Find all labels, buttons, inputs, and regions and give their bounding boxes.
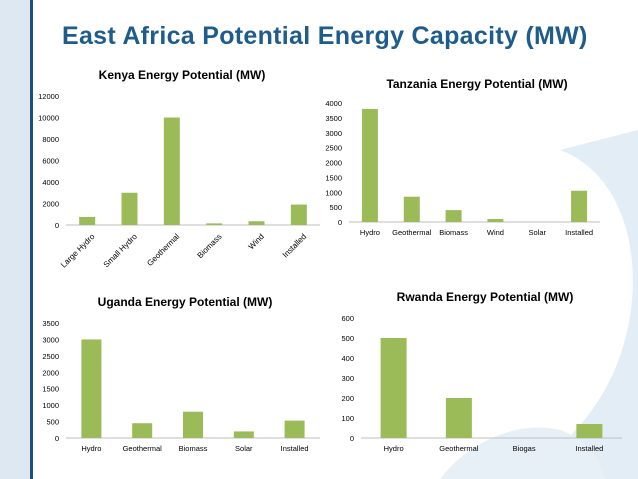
tanzania-bar-hydro xyxy=(361,108,378,222)
kenya-ytick-label: 10000 xyxy=(38,114,59,123)
tanzania-chart-title: Tanzania Energy Potential (MW) xyxy=(386,77,567,91)
tanzania-bar-wind xyxy=(487,219,504,222)
uganda-bar-installed xyxy=(284,420,305,438)
background-swirl-lower xyxy=(440,427,605,479)
tanzania-category-label: Solar xyxy=(528,228,546,237)
rwanda-ytick-label: 300 xyxy=(341,374,354,383)
slide-title: East Africa Potential Energy Capacity (M… xyxy=(62,22,588,50)
uganda-ytick-label: 2500 xyxy=(42,352,59,361)
rwanda-category-label: Geothermal xyxy=(439,444,479,453)
left-accent-bar xyxy=(0,0,33,479)
tanzania-ytick-label: 3000 xyxy=(325,129,342,138)
kenya-bar-large-hydro xyxy=(79,216,96,225)
tanzania-bar-biomass xyxy=(445,210,462,222)
tanzania-ytick-label: 1500 xyxy=(325,173,342,182)
kenya-chart-title: Kenya Energy Potential (MW) xyxy=(99,68,266,82)
rwanda-bar-installed xyxy=(576,424,603,438)
kenya-bar-small-hydro xyxy=(121,192,138,225)
uganda-bar-hydro xyxy=(81,339,102,438)
uganda-ytick-label: 2000 xyxy=(42,368,59,377)
left-accent-stripe xyxy=(30,0,33,479)
rwanda-category-label: Hydro xyxy=(384,444,404,453)
kenya-ytick-label: 12000 xyxy=(38,92,59,101)
tanzania-category-label: Geothermal xyxy=(392,228,432,237)
kenya-ytick-label: 0 xyxy=(55,221,59,230)
tanzania-category-label: Installed xyxy=(565,228,593,237)
rwanda-chart-title: Rwanda Energy Potential (MW) xyxy=(397,290,574,304)
uganda-ytick-label: 1000 xyxy=(42,401,59,410)
uganda-ytick-label: 3500 xyxy=(42,319,59,328)
tanzania-ytick-label: 3500 xyxy=(325,114,342,123)
tanzania-category-label: Wind xyxy=(487,228,504,237)
uganda-bar-biomass xyxy=(183,411,203,438)
tanzania-ytick-label: 500 xyxy=(329,203,342,212)
background-swirl xyxy=(520,130,638,479)
rwanda-bar-geothermal xyxy=(445,398,472,438)
rwanda-category-label: Installed xyxy=(575,444,603,453)
uganda-ytick-label: 500 xyxy=(46,418,59,427)
kenya-bar-geothermal xyxy=(163,117,180,225)
kenya-ytick-label: 2000 xyxy=(42,200,59,209)
tanzania-category-label: Hydro xyxy=(360,228,380,237)
rwanda-ytick-label: 400 xyxy=(341,354,354,363)
uganda-category-label: Geothermal xyxy=(123,444,163,453)
uganda-category-label: Hydro xyxy=(81,444,101,453)
tanzania-bar-installed xyxy=(571,190,588,222)
rwanda-ytick-label: 200 xyxy=(341,394,354,403)
rwanda-ytick-label: 100 xyxy=(341,414,354,423)
kenya-bar-wind xyxy=(248,221,265,225)
tanzania-ytick-label: 2000 xyxy=(325,159,342,168)
uganda-bar-solar xyxy=(233,431,254,438)
kenya-ytick-label: 6000 xyxy=(42,157,59,166)
uganda-ytick-label: 1500 xyxy=(42,385,59,394)
rwanda-ytick-label: 600 xyxy=(341,314,354,323)
kenya-bar-biomass xyxy=(206,223,223,225)
kenya-bar-installed xyxy=(290,204,307,225)
rwanda-bar-hydro xyxy=(380,338,407,438)
tanzania-category-label: Biomass xyxy=(439,228,468,237)
uganda-category-label: Solar xyxy=(235,444,253,453)
uganda-chart-title: Uganda Energy Potential (MW) xyxy=(98,295,273,309)
rwanda-ytick-label: 0 xyxy=(350,434,354,443)
kenya-ytick-label: 8000 xyxy=(42,135,59,144)
uganda-category-label: Biomass xyxy=(179,444,208,453)
kenya-ytick-label: 4000 xyxy=(42,178,59,187)
tanzania-bar-geothermal xyxy=(403,196,420,222)
uganda-ytick-label: 3000 xyxy=(42,335,59,344)
uganda-ytick-label: 0 xyxy=(55,434,59,443)
tanzania-ytick-label: 2500 xyxy=(325,144,342,153)
tanzania-ytick-label: 4000 xyxy=(325,99,342,108)
rwanda-ytick-label: 500 xyxy=(341,334,354,343)
tanzania-ytick-label: 0 xyxy=(338,218,342,227)
rwanda-category-label: Biogas xyxy=(513,444,536,453)
uganda-category-label: Installed xyxy=(281,444,309,453)
tanzania-ytick-label: 1000 xyxy=(325,188,342,197)
uganda-bar-geothermal xyxy=(132,423,153,438)
